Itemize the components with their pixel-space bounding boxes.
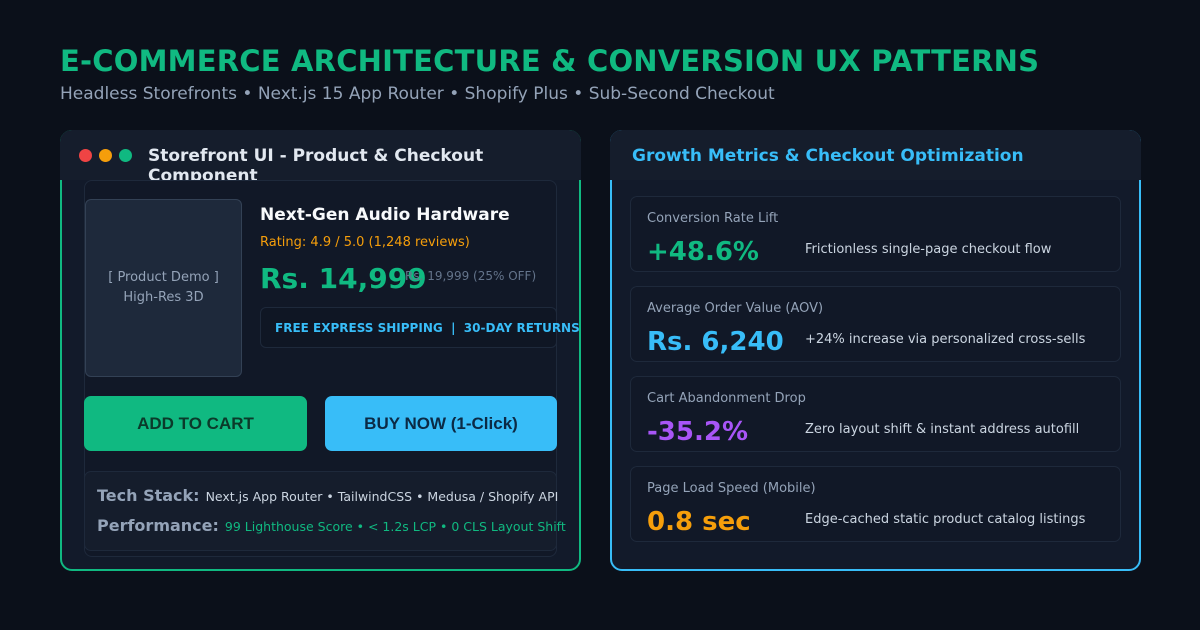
performance-value: 99 Lighthouse Score • < 1.2s LCP • 0 CLS… — [224, 519, 566, 534]
performance-label: Performance: — [97, 516, 219, 535]
product-image-placeholder: [ Product Demo ] High-Res 3D — [85, 199, 242, 377]
metric-value: +48.6% — [647, 237, 759, 267]
product-image-line1: [ Product Demo ] — [108, 270, 219, 285]
metric-description: +24% increase via personalized cross-sel… — [805, 332, 1086, 347]
metric-card: Page Load Speed (Mobile) 0.8 sec Edge-ca… — [630, 466, 1121, 542]
product-rating: Rating: 4.9 / 5.0 (1,248 reviews) — [260, 235, 470, 250]
tech-stack-row: Tech Stack: Next.js App Router • Tailwind… — [97, 486, 558, 505]
metric-card: Average Order Value (AOV) Rs. 6,240 +24%… — [630, 286, 1121, 362]
tech-stack-panel: Tech Stack: Next.js App Router • Tailwind… — [84, 471, 566, 551]
metric-label: Cart Abandonment Drop — [647, 391, 806, 406]
performance-row: Performance: 99 Lighthouse Score • < 1.2s… — [97, 516, 566, 535]
product-old-price: Rs. 19,999 (25% OFF) — [405, 269, 537, 283]
metrics-card-header: Growth Metrics & Checkout Optimization — [610, 130, 1141, 180]
storefront-card: Storefront UI - Product & Checkout Compo… — [60, 130, 581, 571]
product-name: Next-Gen Audio Hardware — [260, 205, 510, 225]
metric-description: Frictionless single-page checkout flow — [805, 242, 1052, 257]
metric-value: -35.2% — [647, 417, 748, 447]
page-subtitle: Headless Storefronts • Next.js 15 App Ro… — [60, 84, 775, 104]
tech-stack-value: Next.js App Router • TailwindCSS • Medus… — [205, 489, 559, 504]
shipping-badge-label: FREE EXPRESS SHIPPING | 30-DAY RETURNS — [275, 320, 580, 335]
metric-description: Edge-cached static product catalog listi… — [805, 512, 1086, 527]
add-to-cart-button[interactable]: ADD TO CART — [84, 396, 307, 451]
metrics-card-title: Growth Metrics & Checkout Optimization — [632, 146, 1024, 166]
product-image-line2: High-Res 3D — [123, 290, 204, 305]
buy-now-button[interactable]: BUY NOW (1-Click) — [325, 396, 557, 451]
shipping-badge: FREE EXPRESS SHIPPING | 30-DAY RETURNS — [260, 307, 580, 348]
window-close-dot-icon — [79, 149, 92, 162]
storefront-card-header: Storefront UI - Product & Checkout Compo… — [60, 130, 581, 186]
metrics-card: Growth Metrics & Checkout Optimization C… — [610, 130, 1141, 571]
metric-label: Conversion Rate Lift — [647, 211, 779, 226]
metric-value: Rs. 6,240 — [647, 327, 784, 357]
metric-value: 0.8 sec — [647, 507, 751, 537]
window-maximize-dot-icon — [119, 149, 132, 162]
product-price: Rs. 14,999 — [260, 262, 427, 295]
metric-card: Conversion Rate Lift +48.6% Frictionless… — [630, 196, 1121, 272]
metric-label: Page Load Speed (Mobile) — [647, 481, 816, 496]
metric-label: Average Order Value (AOV) — [647, 301, 824, 316]
metric-description: Zero layout shift & instant address auto… — [805, 422, 1080, 437]
metric-card: Cart Abandonment Drop -35.2% Zero layout… — [630, 376, 1121, 452]
page-title: E-COMMERCE ARCHITECTURE & CONVERSION UX … — [60, 44, 1040, 78]
tech-stack-label: Tech Stack: — [97, 486, 200, 505]
window-minimize-dot-icon — [99, 149, 112, 162]
